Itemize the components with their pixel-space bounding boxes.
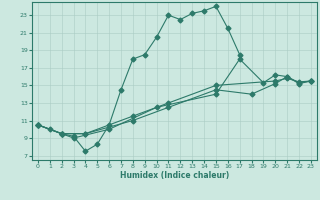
X-axis label: Humidex (Indice chaleur): Humidex (Indice chaleur) <box>120 171 229 180</box>
